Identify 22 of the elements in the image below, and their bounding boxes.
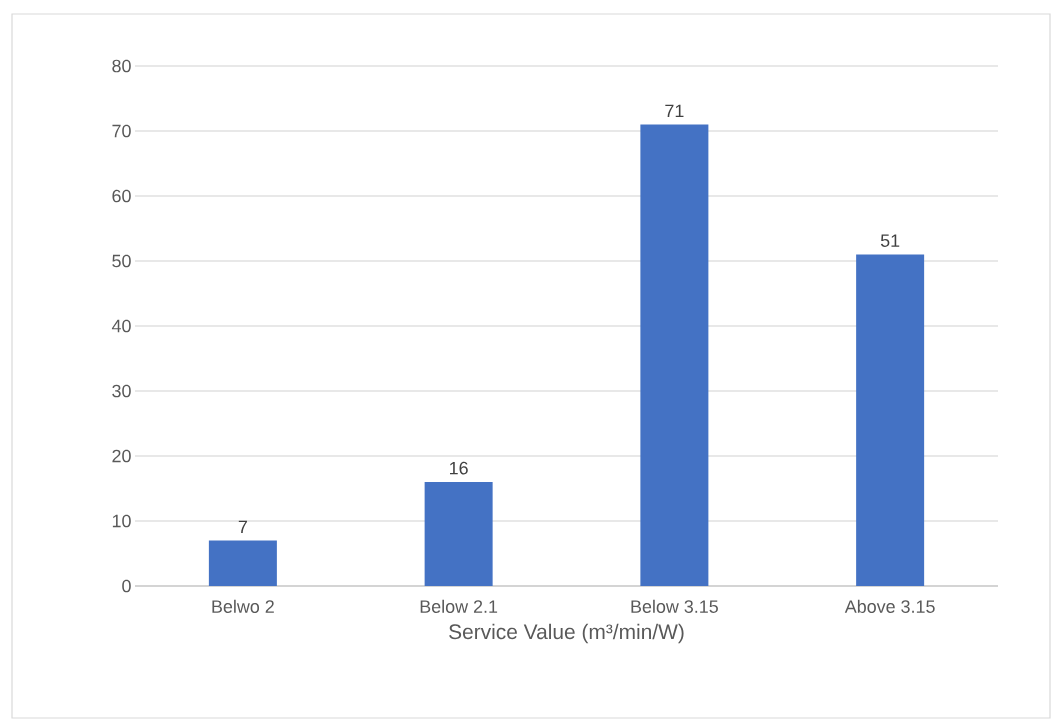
bar: [424, 482, 493, 586]
data-label: 51: [880, 234, 900, 247]
y-tick-label: 20: [112, 449, 131, 463]
x-tick-label: Below 3.15: [631, 599, 718, 613]
y-tick-label: 0: [122, 579, 131, 593]
x-tick-label: Belwo 2: [212, 599, 274, 613]
bar: [856, 254, 925, 586]
y-tick-label: 50: [112, 254, 131, 268]
data-label: 16: [450, 461, 468, 475]
x-axis-title: Service Value (m³/min/W): [449, 623, 684, 644]
x-tick-label: Above 3.15: [844, 599, 935, 613]
y-tick-label: 30: [112, 384, 131, 398]
y-tick-label: 40: [111, 319, 131, 333]
x-tick-label: Below 2.1: [420, 599, 498, 613]
bar: [640, 124, 709, 586]
data-label: 71: [665, 104, 684, 117]
y-tick-label: 70: [112, 124, 131, 138]
y-tick-label: 10: [112, 514, 131, 528]
data-label: 7: [238, 520, 247, 533]
y-tick-label: 60: [112, 189, 131, 203]
bar: [208, 540, 277, 586]
y-tick-label: 80: [112, 59, 131, 73]
